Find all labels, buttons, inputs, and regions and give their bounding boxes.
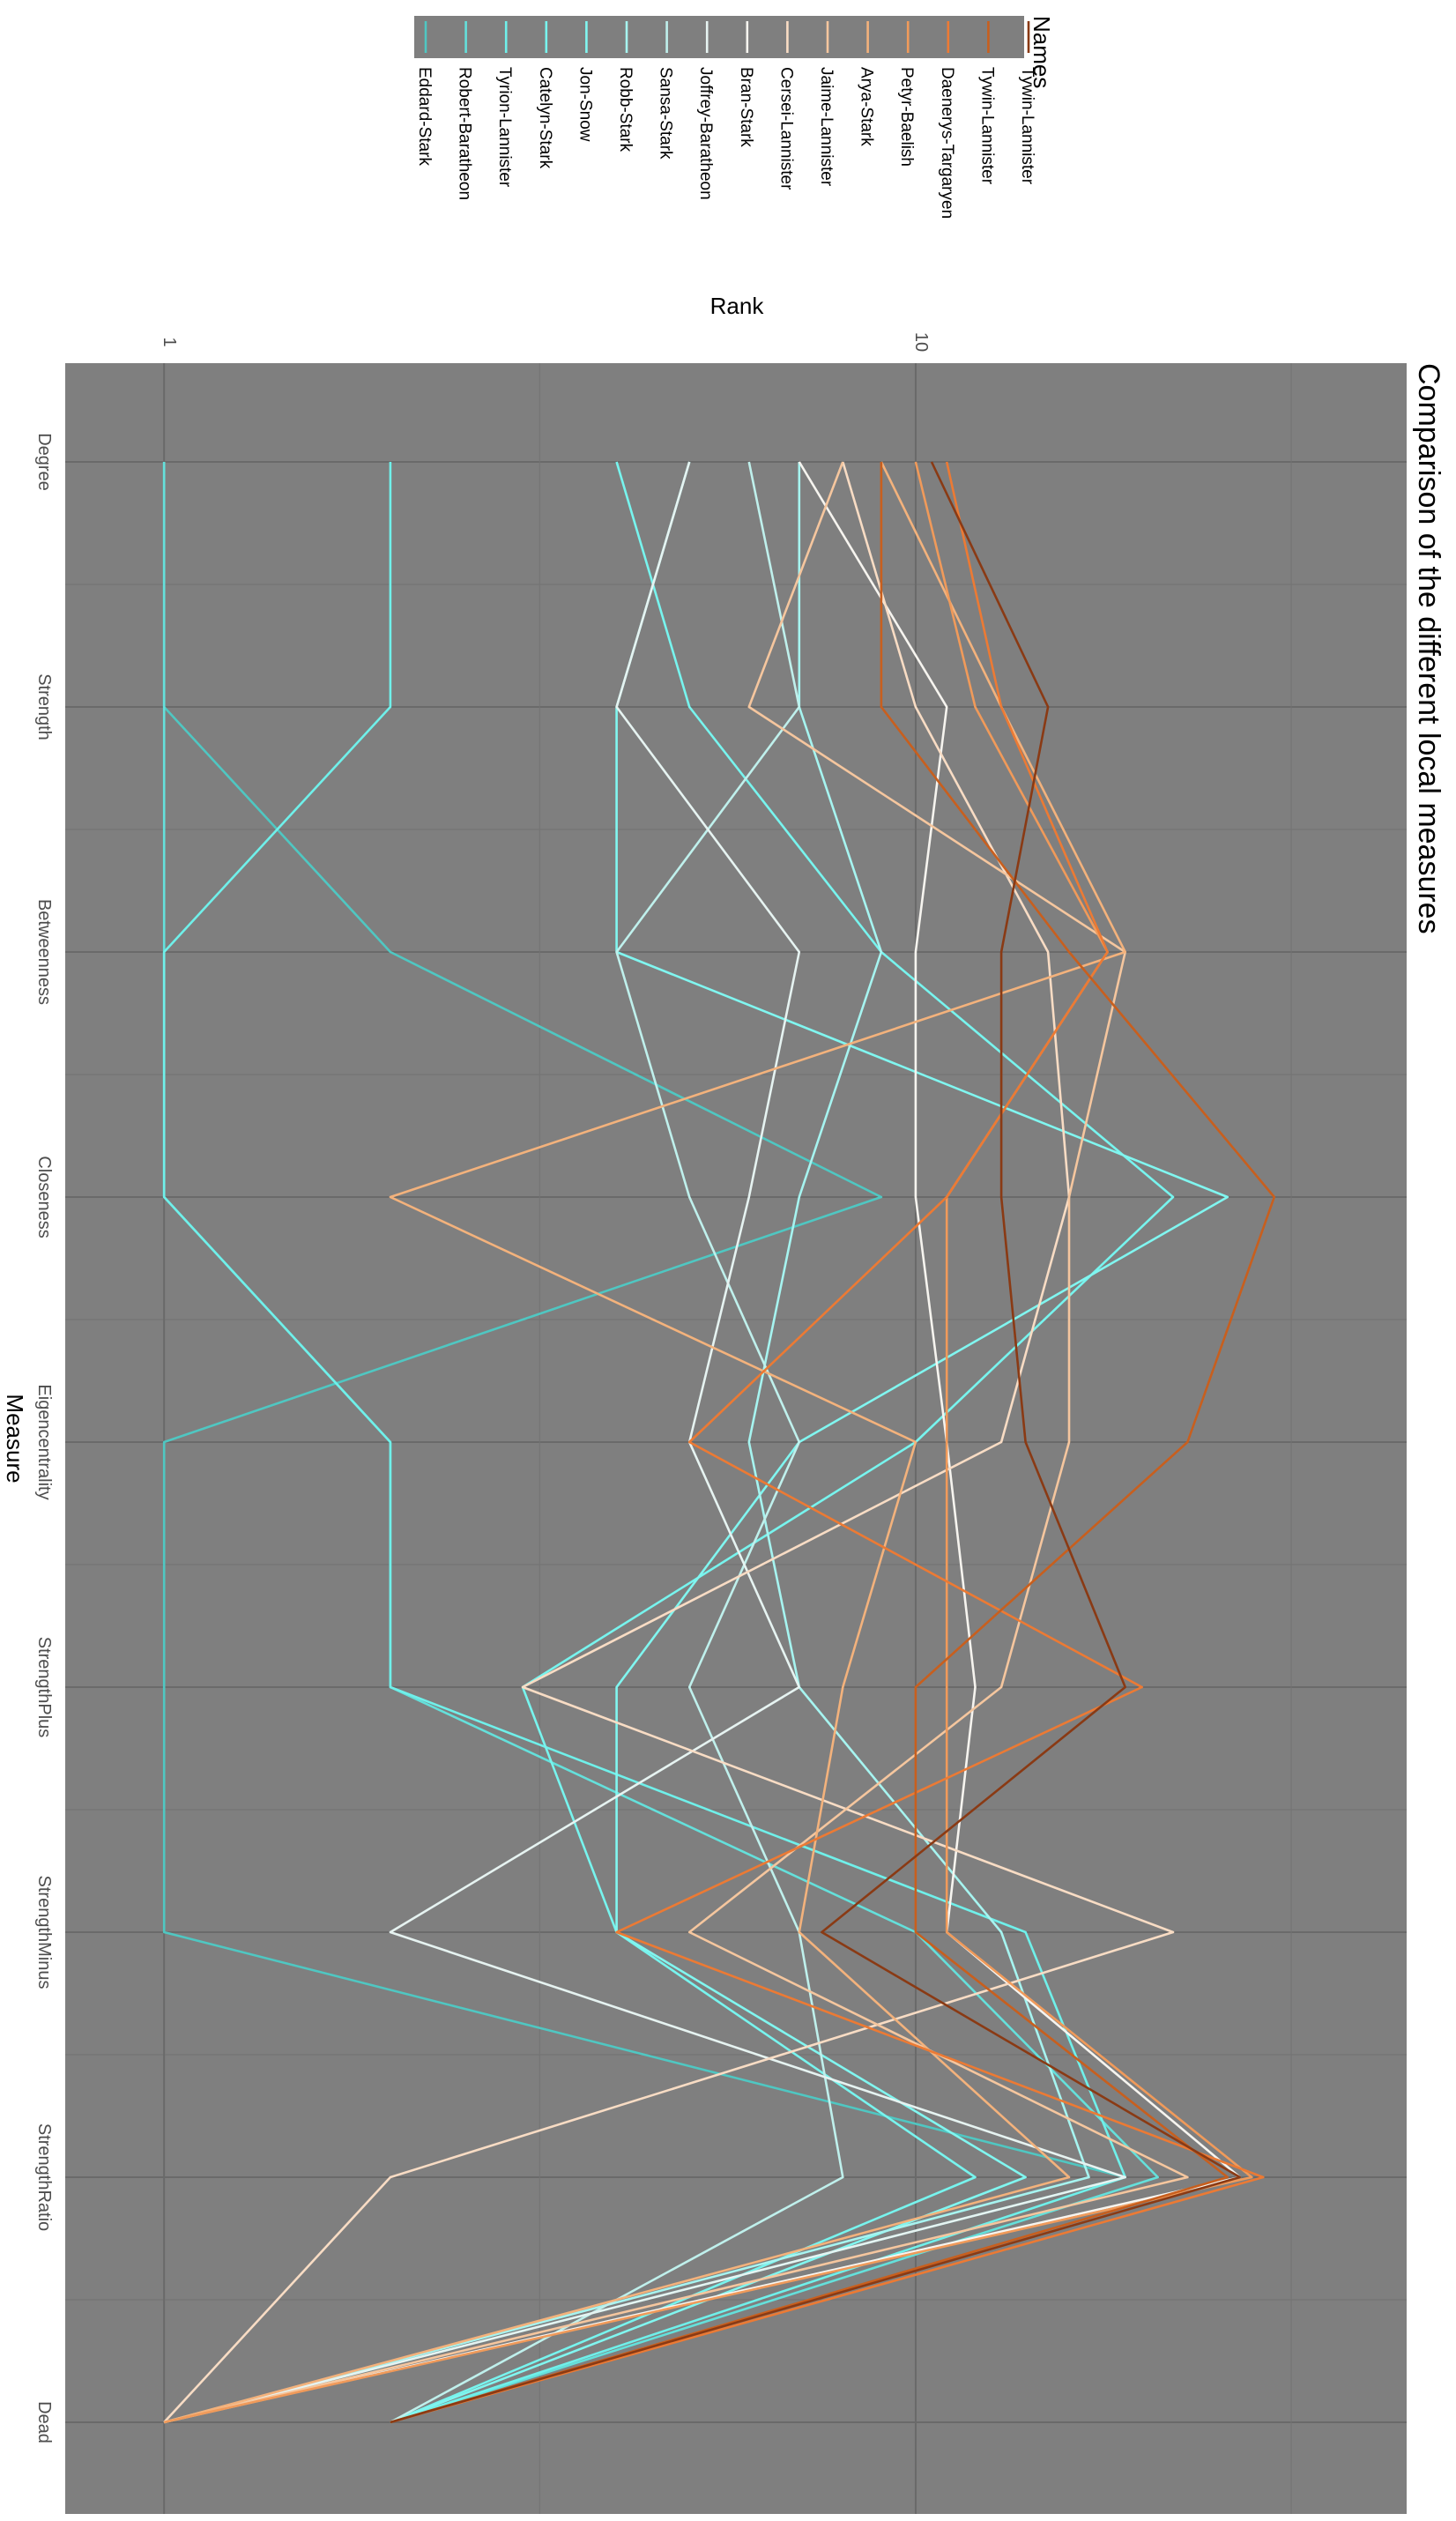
- series-line: [163, 461, 1175, 2423]
- x-tick-label: StrengthRatio: [34, 2123, 54, 2231]
- legend-label: Cersei-Lannister: [776, 67, 795, 190]
- legend: Names Eddard-Stark Robert-Baratheon Tyrion…: [414, 16, 1055, 219]
- y-axis-label: Rank: [710, 293, 765, 319]
- x-tick-label: Closeness: [34, 1156, 54, 1238]
- x-tick-label: Strength: [34, 673, 54, 740]
- legend-label: Catelyn-Stark: [536, 67, 554, 169]
- legend-label: Tyrion-Lannister: [495, 67, 514, 188]
- series-line: [390, 462, 1276, 2424]
- legend-label: Tywin-Lannister: [977, 67, 996, 185]
- x-tick-label: StrengthMinus: [34, 1876, 54, 1989]
- y-tick-label: 1: [160, 337, 179, 346]
- x-tick-label: Betweenness: [34, 899, 54, 1005]
- legend-items: Eddard-Stark Robert-Baratheon Tyrion-Lanni…: [415, 21, 1036, 219]
- legend-label: Joffrey-Baratheon: [696, 67, 715, 200]
- series-line: [390, 461, 1242, 2424]
- series-line: [163, 462, 1090, 2424]
- series-line: [162, 462, 1126, 2424]
- y-tick-labels: 1 10: [160, 332, 931, 352]
- y-tick-label: 10: [911, 332, 931, 352]
- series-line: [390, 461, 844, 2424]
- legend-title: Names: [1029, 16, 1055, 88]
- legend-label: Sansa-Stark: [657, 67, 675, 160]
- legend-label: Robb-Stark: [616, 67, 635, 152]
- x-tick-label: StrengthPlus: [34, 1637, 54, 1738]
- legend-label: Petyr-Baelish: [897, 67, 916, 167]
- x-axis-label: Measure: [2, 1394, 28, 1483]
- x-tick-labels: Degree Strength Betweenness Closeness Eigenc…: [34, 433, 54, 2443]
- legend-label: Arya-Stark: [858, 67, 876, 146]
- series-line: [163, 461, 1126, 2424]
- series-lines: [162, 461, 1276, 2424]
- plot-panel: [65, 363, 1407, 2514]
- legend-label: Daenerys-Targaryen: [938, 67, 956, 219]
- series-line: [390, 461, 1265, 2424]
- legend-label: Jaime-Lannister: [817, 67, 836, 187]
- series-line: [162, 462, 1126, 2424]
- series-line: [163, 461, 1189, 2424]
- series-line: [163, 461, 1253, 2424]
- legend-label: Bran-Stark: [737, 67, 755, 147]
- x-tick-label: Degree: [34, 433, 54, 491]
- legend-label: Robert-Baratheon: [456, 67, 474, 200]
- x-tick-label: Dead: [34, 2401, 54, 2443]
- chart-title: Comparison of the different local measur…: [1412, 363, 1445, 934]
- legend-label: Jon-Snow: [576, 67, 594, 142]
- legend-label: Eddard-Stark: [415, 67, 434, 166]
- x-tick-label: Eigencentrality: [34, 1384, 54, 1499]
- legend-label: Tywin-Lannister: [1018, 67, 1036, 185]
- legend-background: [414, 16, 1024, 58]
